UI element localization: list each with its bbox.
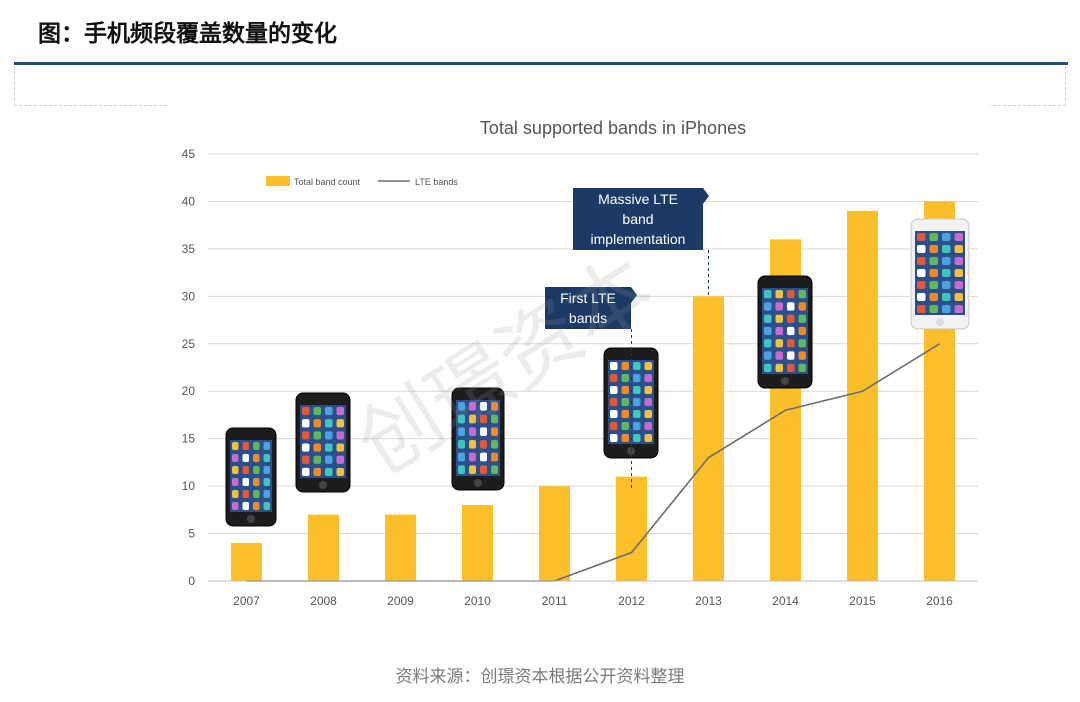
annotation-text: Massive LTE (598, 191, 678, 207)
x-tick-label: 2015 (849, 594, 876, 608)
y-tick-label: 15 (182, 432, 196, 446)
x-tick-label: 2012 (618, 594, 645, 608)
phone-icon (225, 427, 277, 527)
x-tick-label: 2009 (387, 594, 414, 608)
y-tick-label: 25 (182, 337, 196, 351)
bar-2010 (462, 505, 493, 581)
bar-2013 (693, 296, 724, 581)
phone-icon (757, 275, 813, 389)
annotation-text: bands (569, 310, 607, 326)
bar-2015 (847, 210, 878, 581)
x-tick-label: 2010 (464, 594, 491, 608)
bar-2008 (308, 514, 339, 581)
bar-2012 (616, 476, 647, 581)
phone-icon (603, 347, 659, 459)
chart-title: Total supported bands in iPhones (480, 118, 746, 138)
bar-2011 (539, 486, 570, 581)
legend-label-line: LTE bands (415, 177, 458, 187)
x-tick-label: 2007 (233, 594, 260, 608)
phone-icon (910, 218, 970, 330)
y-tick-label: 5 (188, 527, 195, 541)
annotation-text: implementation (591, 231, 686, 247)
y-tick-label: 40 (182, 194, 196, 208)
bar-2009 (385, 514, 416, 581)
y-tick-label: 20 (182, 384, 196, 398)
annotation-text: First LTE (560, 290, 616, 306)
x-tick-label: 2013 (695, 594, 722, 608)
bar-2007 (231, 543, 262, 581)
annotation-callout: Massive LTE band implementation (573, 188, 709, 297)
x-tick-label: 2011 (542, 594, 568, 608)
x-tick-label: 2008 (310, 594, 337, 608)
header-rule (14, 62, 1068, 65)
legend-label-bars: Total band count (294, 177, 361, 187)
y-tick-label: 10 (182, 479, 196, 493)
y-tick-label: 30 (182, 289, 196, 303)
source-note: 资料来源：创璟资本根据公开资料整理 (395, 667, 685, 687)
annotation-text: band (622, 211, 653, 227)
phone-icon (451, 387, 505, 491)
phone-icon (295, 392, 351, 493)
x-tick-label: 2016 (926, 594, 953, 608)
legend-swatch-bars (266, 176, 290, 186)
page-header: 图：手机频段覆盖数量的变化 (38, 21, 337, 47)
y-tick-label: 45 (182, 147, 196, 161)
y-tick-label: 35 (182, 242, 196, 256)
annotation-callout: First LTE bands (545, 287, 637, 489)
x-tick-label: 2014 (772, 594, 799, 608)
y-tick-label: 0 (188, 574, 195, 588)
